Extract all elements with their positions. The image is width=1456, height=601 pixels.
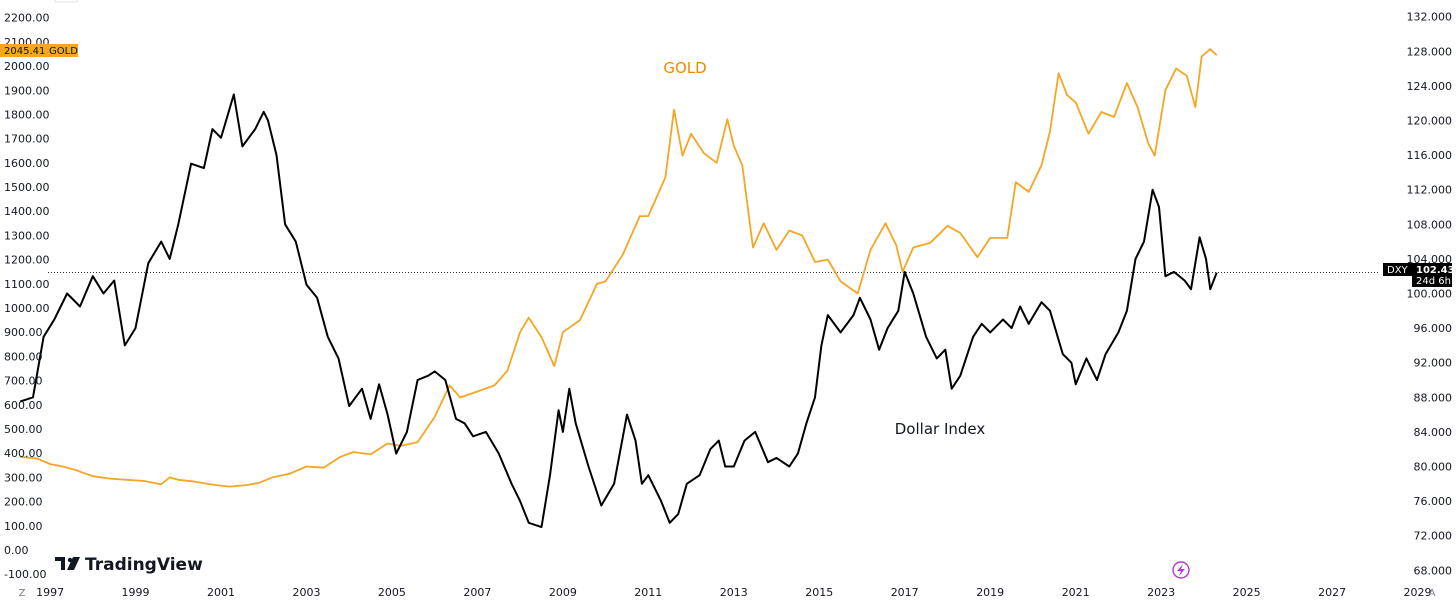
time-tick-label: 2019 (976, 586, 1004, 599)
time-tick-label: 2007 (463, 586, 491, 599)
left-tick-label: 200.00 (4, 496, 43, 509)
time-tick-label: 2005 (378, 586, 406, 599)
right-tick-label: 116.000 (1407, 149, 1453, 162)
tradingview-logo-text: TradingView (85, 555, 203, 575)
time-tick-label: 2015 (805, 586, 833, 599)
time-axis[interactable]: 1997 1999 2001 2003 2005 2007 2009 2011 2013 2015… (36, 586, 1431, 599)
left-tick-label: 400.00 (4, 447, 43, 460)
dxy-badge-symbol: DXY (1387, 265, 1409, 276)
right-tick-label: 108.000 (1407, 218, 1453, 231)
left-tick-label: 1100.00 (4, 278, 50, 291)
right-tick-label: 128.000 (1407, 45, 1453, 58)
dxy-badge-value-bg (1412, 263, 1452, 287)
left-tick-label: 1500.00 (4, 181, 50, 194)
time-tick-label: 2003 (293, 586, 321, 599)
gold-last-value: 2045.41 (4, 46, 45, 57)
gold-series-label: GOLD (663, 59, 706, 77)
left-tick-label: 100.00 (4, 520, 43, 533)
right-tick-label: 100.000 (1407, 288, 1453, 301)
right-tick-label: 72.000 (1414, 530, 1453, 543)
right-tick-label: 68.000 (1414, 564, 1453, 577)
time-tick-label: 2027 (1318, 586, 1346, 599)
left-tick-label: 900.00 (4, 326, 43, 339)
time-tick-label: 2029 (1404, 586, 1432, 599)
dxy-bar-countdown: 24d 6h (1416, 276, 1451, 287)
time-tick-label: 2001 (207, 586, 235, 599)
right-tick-label: 84.000 (1414, 426, 1453, 439)
left-tick-label: 1800.00 (4, 109, 50, 122)
time-tick-label: 2021 (1062, 586, 1090, 599)
right-tick-label: 120.000 (1407, 115, 1453, 128)
dxy-price-badge: DXY 102.435 24d 6h (1383, 263, 1456, 287)
left-tick-label: 1400.00 (4, 205, 50, 218)
time-tick-label: 2025 (1233, 586, 1261, 599)
axis-auto-toggle[interactable]: A (1429, 588, 1436, 599)
left-tick-label: 1000.00 (4, 302, 50, 315)
axis-log-toggle[interactable]: Z (19, 588, 26, 599)
dxy-line (19, 93, 1218, 529)
left-tick-label: 0.00 (4, 544, 29, 557)
gold-badge-bg (0, 44, 78, 57)
time-tick-label: 1997 (36, 586, 64, 599)
gold-price-badge: 2045.41 GOLD (0, 44, 78, 57)
right-tick-label: 80.000 (1414, 461, 1453, 474)
gold-line (20, 48, 1218, 488)
right-tick-label: 104.000 (1407, 253, 1453, 266)
left-tick-label: 1600.00 (4, 157, 50, 170)
right-tick-label: 88.000 (1414, 391, 1453, 404)
right-tick-label: 92.000 (1414, 357, 1453, 370)
right-tick-label: 132.000 (1407, 11, 1453, 24)
right-tick-label: 124.000 (1407, 80, 1453, 93)
gold-badge-symbol: GOLD (49, 46, 78, 57)
time-tick-label: 1999 (122, 586, 150, 599)
right-axis[interactable]: 68.000 72.000 76.000 80.000 84.000 88.000 92.0… (1407, 11, 1453, 578)
time-tick-label: 2013 (720, 586, 748, 599)
left-tick-label: 1700.00 (4, 133, 50, 146)
dxy-series (19, 93, 1218, 529)
dollar-index-series-label: Dollar Index (895, 420, 986, 438)
left-tick-label: 2200.00 (4, 12, 50, 25)
time-tick-label: 2009 (549, 586, 577, 599)
time-tick-label: 2011 (634, 586, 662, 599)
left-axis[interactable]: -100.00 0.00 100.00 200.00 300.00 400.00 500.0… (4, 12, 50, 582)
lightning-icon[interactable] (1172, 561, 1190, 579)
left-tick-label: 300.00 (4, 471, 43, 484)
tradingview-logo[interactable]: TradingView (55, 555, 203, 575)
left-tick-label: 2000.00 (4, 60, 50, 73)
time-tick-label: 2023 (1147, 586, 1175, 599)
left-tick-label: 800.00 (4, 350, 43, 363)
time-tick-label: 2017 (891, 586, 919, 599)
toolbar-stub (54, 0, 78, 3)
left-tick-label: 1300.00 (4, 229, 50, 242)
left-tick-label: 700.00 (4, 375, 43, 388)
gold-series (20, 48, 1218, 488)
left-tick-label: 1200.00 (4, 254, 50, 267)
left-tick-label: -100.00 (4, 568, 46, 581)
dxy-last-value: 102.435 (1416, 265, 1456, 276)
left-tick-label: 600.00 (4, 399, 43, 412)
right-tick-label: 76.000 (1414, 495, 1453, 508)
right-tick-label: 96.000 (1414, 322, 1453, 335)
left-tick-label: 1900.00 (4, 84, 50, 97)
left-tick-label: 500.00 (4, 423, 43, 436)
tradingview-logo-mark (55, 557, 80, 570)
right-tick-label: 112.000 (1407, 184, 1453, 197)
